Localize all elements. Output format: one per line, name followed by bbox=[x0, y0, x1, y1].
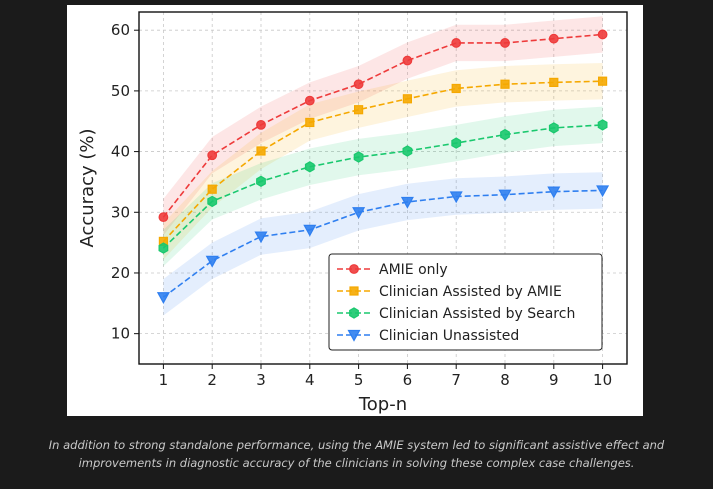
y-tick-label: 50 bbox=[111, 82, 130, 100]
point-clinician-unassisted bbox=[449, 191, 463, 204]
x-tick-label: 10 bbox=[593, 371, 612, 389]
point-clinician-assisted-by-amie bbox=[451, 83, 461, 94]
y-tick-label: 60 bbox=[111, 21, 130, 39]
point-amie-only bbox=[500, 38, 510, 48]
x-tick-label: 3 bbox=[256, 371, 266, 389]
x-tick-label: 7 bbox=[451, 371, 461, 389]
legend-label-clinician-assisted-by-amie: Clinician Assisted by AMIE bbox=[379, 284, 562, 300]
x-axis-label: Top-n bbox=[358, 394, 407, 415]
axis-ticks: 1 2 3 4 5 6 7 8 9 10 10 20 30 40 50 60 bbox=[111, 21, 612, 389]
point-amie-only bbox=[353, 79, 364, 90]
x-tick-label: 8 bbox=[500, 371, 510, 389]
point-clinician-unassisted bbox=[156, 292, 170, 304]
x-tick-label: 6 bbox=[403, 371, 413, 389]
y-tick-label: 10 bbox=[111, 325, 130, 343]
point-clinician-unassisted bbox=[400, 196, 414, 209]
series-markers bbox=[156, 29, 610, 304]
band-clinician-assisted-by-search bbox=[163, 106, 603, 267]
y-axis-label: Accuracy (%) bbox=[77, 128, 98, 247]
x-tick-label: 9 bbox=[549, 371, 559, 389]
point-clinician-unassisted bbox=[205, 255, 219, 268]
series-lines bbox=[162, 33, 603, 298]
legend-label-clinician-assisted-by-search: Clinician Assisted by Search bbox=[379, 306, 575, 322]
point-amie-only bbox=[597, 29, 608, 40]
legend-marker-clinician-assisted-by-amie bbox=[349, 286, 359, 296]
point-clinician-unassisted bbox=[254, 231, 268, 244]
point-amie-only bbox=[548, 33, 559, 44]
point-clinician-assisted-by-amie bbox=[354, 105, 364, 115]
point-clinician-unassisted bbox=[303, 224, 317, 237]
y-tick-label: 20 bbox=[111, 264, 130, 282]
point-amie-only bbox=[256, 119, 266, 130]
point-clinician-assisted-by-search bbox=[402, 145, 413, 157]
x-tick-label: 1 bbox=[159, 371, 169, 389]
point-clinician-assisted-by-amie bbox=[549, 77, 559, 88]
point-clinician-assisted-by-search bbox=[548, 122, 559, 134]
y-tick-label: 40 bbox=[111, 143, 130, 161]
legend-label-clinician-unassisted: Clinician Unassisted bbox=[379, 328, 519, 344]
point-clinician-assisted-by-amie bbox=[402, 94, 412, 104]
point-clinician-assisted-by-search bbox=[158, 242, 169, 254]
point-clinician-assisted-by-search bbox=[597, 119, 608, 131]
point-clinician-assisted-by-amie bbox=[207, 184, 217, 194]
point-amie-only bbox=[451, 38, 462, 48]
point-clinician-unassisted bbox=[547, 186, 561, 199]
band-clinician-unassisted bbox=[163, 172, 603, 316]
point-clinician-assisted-by-search bbox=[304, 161, 315, 173]
legend-box bbox=[328, 253, 603, 351]
point-clinician-assisted-by-search bbox=[500, 128, 510, 141]
x-tick-label: 5 bbox=[354, 371, 364, 389]
y-tick-label: 30 bbox=[111, 203, 130, 221]
point-clinician-unassisted bbox=[352, 207, 366, 220]
accuracy-line-chart: 1 2 3 4 5 6 7 8 9 10 10 20 30 40 50 60 Top-n Accuracy (… bbox=[77, 11, 628, 415]
line-clinician-unassisted bbox=[162, 189, 603, 298]
x-tick-label: 2 bbox=[207, 371, 217, 389]
point-clinician-unassisted bbox=[596, 185, 610, 198]
point-amie-only bbox=[158, 212, 169, 223]
legend: AMIE only Clinician Assisted by AMIE Clini… bbox=[328, 253, 603, 351]
legend-marker-clinician-assisted-by-search bbox=[349, 307, 359, 319]
legend-marker-clinician-unassisted bbox=[347, 329, 361, 342]
figure-caption: In addition to strong standalone perform… bbox=[48, 438, 665, 470]
point-clinician-assisted-by-amie bbox=[500, 79, 510, 89]
point-clinician-assisted-by-amie bbox=[305, 117, 315, 128]
legend-label-amie-only: AMIE only bbox=[379, 262, 448, 278]
x-tick-label: 4 bbox=[305, 371, 315, 389]
line-clinician-assisted-by-search bbox=[162, 124, 603, 249]
point-clinician-assisted-by-search bbox=[353, 151, 364, 163]
point-amie-only bbox=[402, 55, 413, 66]
plot-frame bbox=[138, 11, 628, 365]
point-clinician-assisted-by-search bbox=[451, 137, 462, 149]
point-clinician-assisted-by-search bbox=[256, 175, 266, 187]
point-clinician-unassisted bbox=[498, 189, 512, 202]
legend-marker-amie-only bbox=[349, 264, 359, 274]
point-clinician-assisted-by-search bbox=[207, 195, 218, 208]
point-clinician-assisted-by-amie bbox=[256, 146, 266, 156]
figure-panel: 1 2 3 4 5 6 7 8 9 10 10 20 30 40 50 60 Top-n Accuracy (… bbox=[67, 5, 643, 416]
point-amie-only bbox=[304, 95, 315, 106]
point-clinician-assisted-by-amie bbox=[597, 76, 608, 86]
point-amie-only bbox=[207, 150, 218, 161]
line-clinician-assisted-by-amie bbox=[162, 80, 603, 242]
